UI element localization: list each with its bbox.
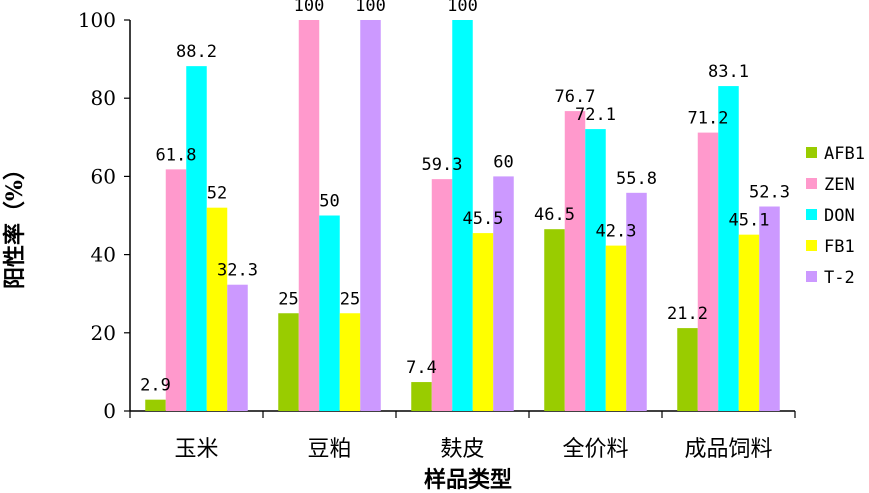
legend-label: FB1 [824,237,855,257]
bar [206,207,228,411]
bar [186,66,207,411]
legend-swatch [806,240,817,251]
legend-swatch [806,271,817,282]
data-label: 83.1 [708,62,749,82]
bar [278,313,299,411]
bar [585,129,606,412]
data-label: 76.7 [555,87,596,107]
x-tick-label: 全价料 [562,437,628,462]
bar [227,284,248,411]
data-label: 61.8 [156,145,197,165]
data-label: 45.1 [729,211,770,231]
bar [411,382,432,411]
data-label: 42.3 [596,222,637,242]
legend-label: DON [824,206,855,226]
legend-label: AFB1 [824,144,865,164]
x-axis-title: 样品类型 [424,467,512,493]
x-tick-label: 玉米 [174,437,218,462]
y-tick-label: 100 [78,8,116,32]
legend-swatch [806,147,817,158]
legend-label: ZEN [824,175,855,195]
y-tick-label: 0 [103,399,116,423]
data-label: 59.3 [422,155,463,175]
bar [544,229,565,411]
bar [564,111,586,411]
bar [431,179,453,411]
data-label: 7.4 [406,358,437,378]
bar [677,328,698,411]
data-label: 71.2 [688,109,729,129]
legend: AFB1 ZEN DON FB1 T-2 [806,144,865,288]
bar [319,215,340,411]
data-label: 60 [493,152,513,172]
data-label: 55.8 [616,169,657,189]
legend-swatch [806,209,817,220]
axes: 0 20 40 60 80 100 玉米 豆粕 麸皮 全价料 成品饲料 [78,8,796,462]
data-label: 72.1 [575,105,616,125]
bar [165,169,187,411]
bar [298,20,320,411]
bar [738,234,760,411]
bar [472,233,494,411]
data-label: 100 [294,0,325,16]
bars [145,20,780,412]
y-tick-label: 20 [91,321,116,345]
data-label: 100 [447,0,478,16]
bar [605,245,627,411]
data-label: 88.2 [176,42,217,62]
data-label: 32.3 [217,261,258,281]
legend-label: T-2 [824,268,855,288]
bar [452,20,473,411]
bar [145,399,166,411]
legend-swatch [806,178,817,189]
y-tick-label: 60 [91,164,116,188]
value-labels: 2.9 61.8 88.2 52 32.3 25 100 50 25 100 7.4 59.3 100 4… [140,0,790,396]
x-tick-label: 成品饲料 [684,437,772,462]
bar [759,206,780,411]
y-axis-title: 阳性率（%） [2,158,28,289]
bar [493,176,514,411]
bar [626,192,647,411]
bar [360,20,381,411]
data-label: 45.5 [463,209,504,229]
data-label: 2.9 [140,376,171,396]
data-label: 46.5 [534,205,575,225]
bar [697,132,719,411]
data-label: 21.2 [667,304,708,324]
data-label: 52 [207,184,227,204]
x-tick-label: 豆粕 [307,437,351,462]
data-label: 25 [278,289,298,309]
bar [718,86,739,411]
data-label: 25 [340,289,360,309]
data-label: 100 [355,0,386,16]
y-tick-label: 80 [91,86,116,110]
x-tick-label: 麸皮 [440,437,484,462]
data-label: 52.3 [749,183,790,203]
bar [339,313,361,411]
data-label: 50 [319,192,339,212]
y-tick-label: 40 [91,243,116,267]
